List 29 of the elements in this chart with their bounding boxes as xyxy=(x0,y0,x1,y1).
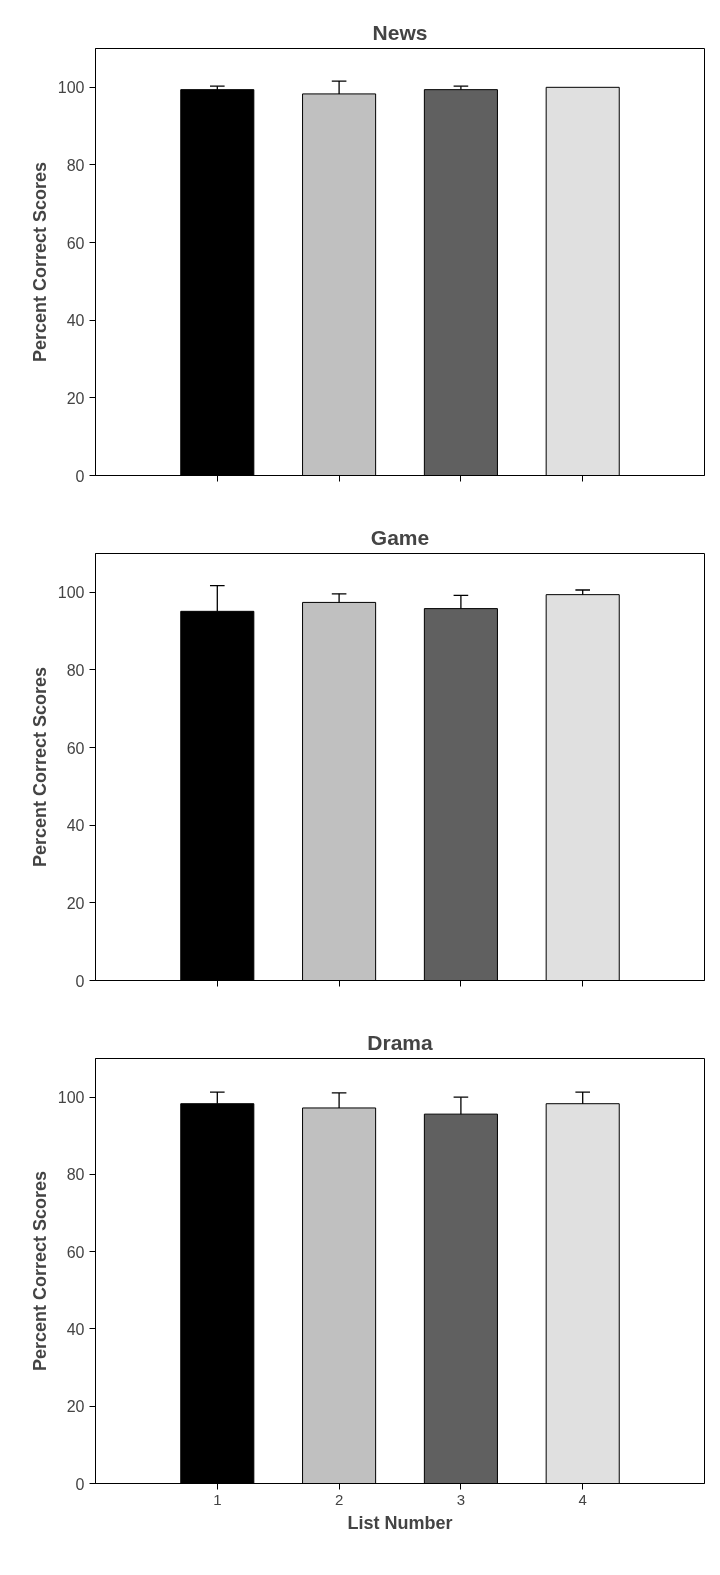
y-tick-label: 60 xyxy=(66,739,85,757)
y-tick-label: 0 xyxy=(75,467,85,485)
y-axis-title: Percent Correct Scores xyxy=(29,666,50,868)
y-tick-label: 80 xyxy=(66,156,85,174)
y-tick-label: 40 xyxy=(66,1320,85,1338)
y-tick-label: 0 xyxy=(75,1475,85,1493)
y-tick-label: 40 xyxy=(66,817,85,835)
y-axis-title: Percent Correct Scores xyxy=(29,161,50,363)
y-tick-label: 20 xyxy=(66,389,85,407)
chart-title: News xyxy=(372,20,428,44)
y-tick-label: 100 xyxy=(57,79,85,97)
y-axis-title: Percent Correct Scores xyxy=(29,1170,50,1372)
x-axis-title: List Number xyxy=(347,1512,453,1533)
chart-title: Drama xyxy=(367,1030,434,1054)
y-tick-label: 20 xyxy=(66,1398,85,1416)
y-tick-label: 60 xyxy=(66,1243,85,1261)
y-tick-label: 80 xyxy=(66,661,85,679)
x-tick-label: 3 xyxy=(456,1490,466,1508)
y-tick-label: 40 xyxy=(66,312,85,330)
y-tick-label: 100 xyxy=(57,1089,85,1107)
y-tick-label: 20 xyxy=(66,894,85,912)
chart-title: Game xyxy=(370,525,430,549)
x-tick-label: 2 xyxy=(334,1490,344,1508)
y-tick-label: 80 xyxy=(66,1166,85,1184)
y-tick-label: 100 xyxy=(57,584,85,602)
x-tick-label: 1 xyxy=(213,1490,222,1508)
y-tick-label: 0 xyxy=(75,972,85,990)
x-tick-label: 4 xyxy=(578,1490,587,1508)
y-tick-label: 60 xyxy=(66,234,85,252)
